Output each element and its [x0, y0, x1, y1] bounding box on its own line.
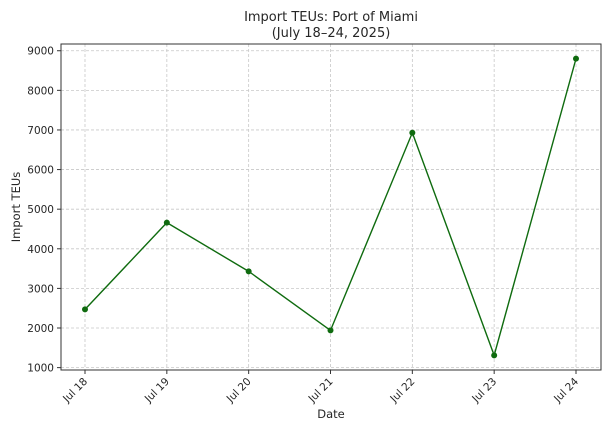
- y-tick-label: 7000: [27, 125, 54, 137]
- x-tick-label: Jul 21: [306, 376, 336, 406]
- x-tick-label: Jul 23: [469, 376, 499, 406]
- y-tick-label: 5000: [27, 204, 54, 216]
- x-axis: Jul 18 Jul 19 Jul 20 Jul 21 Jul 22 Jul 23 Jul …: [60, 370, 581, 406]
- x-tick-label: Jul 18: [60, 376, 90, 406]
- series-layer: [82, 55, 579, 359]
- plot-frame: [60, 43, 602, 371]
- x-tick-label: Jul 20: [224, 376, 254, 406]
- y-axis-label: Import TEUs: [9, 172, 23, 243]
- data-point-jul-18: [82, 306, 88, 313]
- data-point-jul-19: [163, 219, 170, 226]
- y-tick-label: 9000: [27, 46, 54, 58]
- x-tick-label: Jul 22: [387, 376, 417, 406]
- y-tick-label: 6000: [27, 165, 54, 177]
- y-tick-label: 1000: [27, 363, 54, 375]
- grid-lines: [61, 44, 601, 370]
- data-point-jul-21: [327, 327, 334, 334]
- x-tick-label: Jul 19: [142, 376, 172, 406]
- data-point-jul-22: [409, 129, 416, 136]
- x-axis-label: Date: [317, 407, 345, 421]
- data-point-jul-20: [245, 268, 252, 275]
- y-tick-label: 4000: [27, 244, 54, 256]
- x-tick-label: Jul 24: [551, 375, 581, 405]
- chart-title: Import TEUs: Port of Miami: [244, 10, 418, 25]
- chart-subtitle: (July 18–24, 2025): [272, 26, 391, 41]
- y-tick-label: 2000: [27, 323, 54, 335]
- data-point-jul-23: [491, 352, 498, 359]
- y-axis: 1000 2000 3000 4000 5000 6000 7000 8000 9000: [27, 46, 61, 375]
- y-tick-label: 8000: [27, 85, 54, 97]
- y-tick-label: 3000: [27, 283, 54, 295]
- data-point-jul-24: [573, 55, 579, 62]
